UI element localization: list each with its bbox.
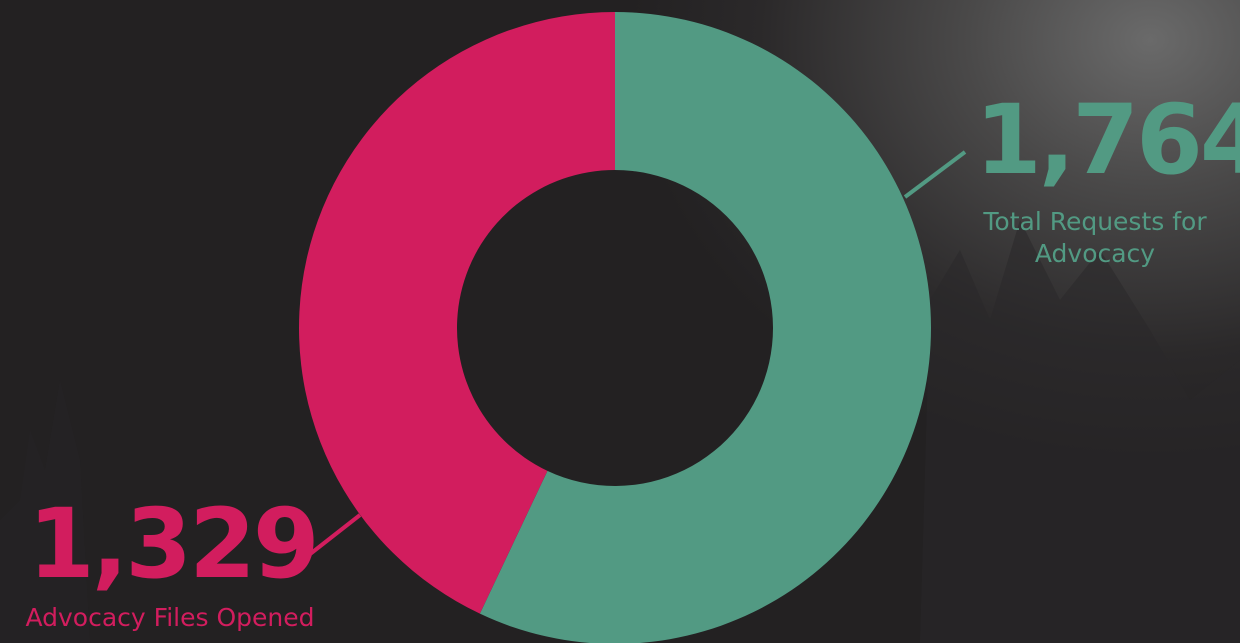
category-label: Total Requests for Advocacy — [983, 207, 1207, 268]
donut-segment — [299, 12, 615, 614]
value-label: 1,764 — [975, 84, 1240, 196]
donut-segment — [479, 12, 931, 643]
leader-line — [303, 513, 362, 560]
leader-line — [903, 150, 967, 199]
tree-silhouette — [0, 380, 90, 643]
value-label: 1,329 — [28, 488, 320, 600]
tree-silhouette — [920, 220, 1240, 643]
category-label: Advocacy Files Opened — [25, 603, 315, 632]
